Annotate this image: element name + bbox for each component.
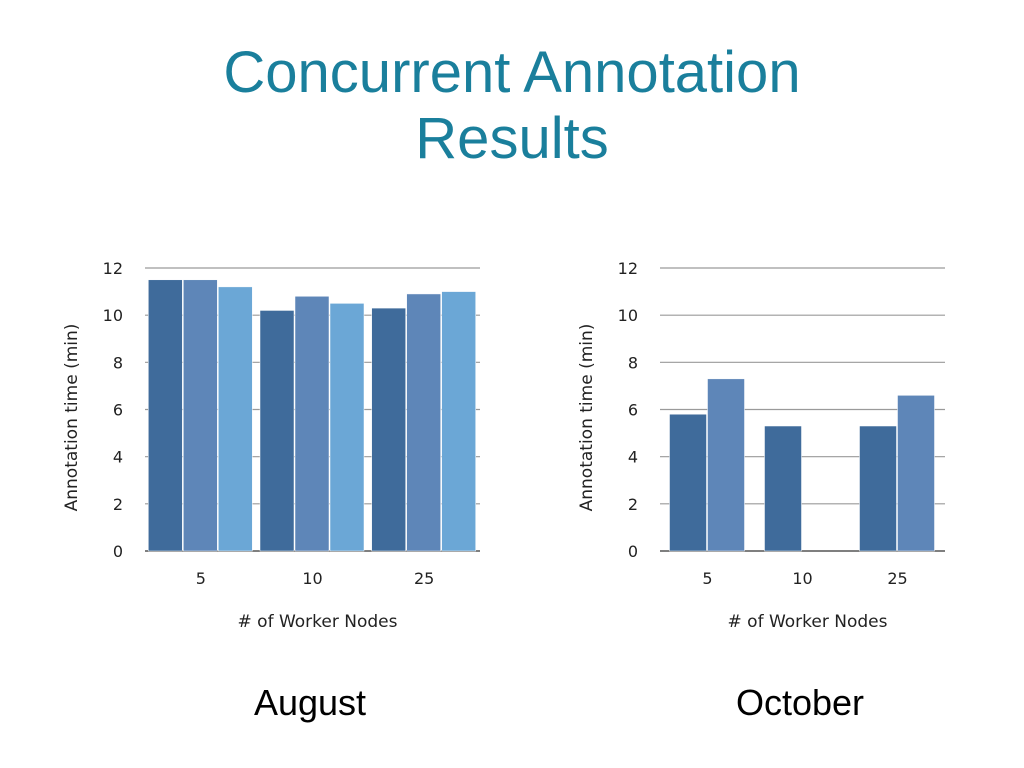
august-bar-chart: 0 2 4 6 8 10 12 5 10 25 # of Worker Nodes Annotatio… xyxy=(62,259,480,632)
slide-title: Concurrent Annotation Results xyxy=(0,40,1024,172)
y-tick-label: 8 xyxy=(113,353,123,372)
bar xyxy=(148,279,183,552)
bar xyxy=(218,286,253,552)
y-tick-label: 2 xyxy=(628,495,638,514)
august-caption: August xyxy=(253,682,367,723)
y-tick-label: 0 xyxy=(628,542,638,561)
y-tick-label: 6 xyxy=(628,401,638,420)
october-bar-chart: 0 2 4 6 8 10 12 5 10 25 # of Worker Nodes Annotatio… xyxy=(577,259,945,632)
bar xyxy=(897,395,935,552)
bar xyxy=(707,378,745,552)
bar xyxy=(329,303,365,552)
x-tick-label: 5 xyxy=(196,569,206,588)
slide-title-line-1: Concurrent Annotation xyxy=(223,40,801,105)
x-axis-label: # of Worker Nodes xyxy=(238,612,398,632)
y-axis-label: Annotation time (min) xyxy=(62,324,82,512)
bar xyxy=(669,413,707,552)
bar xyxy=(764,425,802,552)
y-tick-label: 12 xyxy=(618,259,638,278)
bar xyxy=(294,296,330,552)
bar xyxy=(259,310,295,552)
y-tick-label: 2 xyxy=(113,495,123,514)
x-tick-label: 25 xyxy=(887,569,907,588)
y-axis-label: Annotation time (min) xyxy=(577,324,597,512)
bar xyxy=(183,279,218,552)
bar xyxy=(371,307,406,552)
slide-title-line-2: Results xyxy=(415,106,609,171)
x-tick-label: 25 xyxy=(414,569,434,588)
x-tick-label: 5 xyxy=(702,569,712,588)
bar xyxy=(406,293,441,552)
x-tick-label: 10 xyxy=(792,569,812,588)
bar xyxy=(441,291,476,552)
y-tick-label: 4 xyxy=(113,448,123,467)
y-tick-label: 10 xyxy=(103,306,123,325)
october-caption: October xyxy=(735,682,865,723)
bar xyxy=(859,425,897,552)
y-tick-label: 10 xyxy=(618,306,638,325)
x-axis-label: # of Worker Nodes xyxy=(728,612,888,632)
x-tick-label: 10 xyxy=(302,569,322,588)
y-tick-label: 12 xyxy=(103,259,123,278)
y-tick-label: 6 xyxy=(113,401,123,420)
y-tick-label: 4 xyxy=(628,448,638,467)
y-tick-label: 0 xyxy=(113,542,123,561)
y-tick-label: 8 xyxy=(628,353,638,372)
